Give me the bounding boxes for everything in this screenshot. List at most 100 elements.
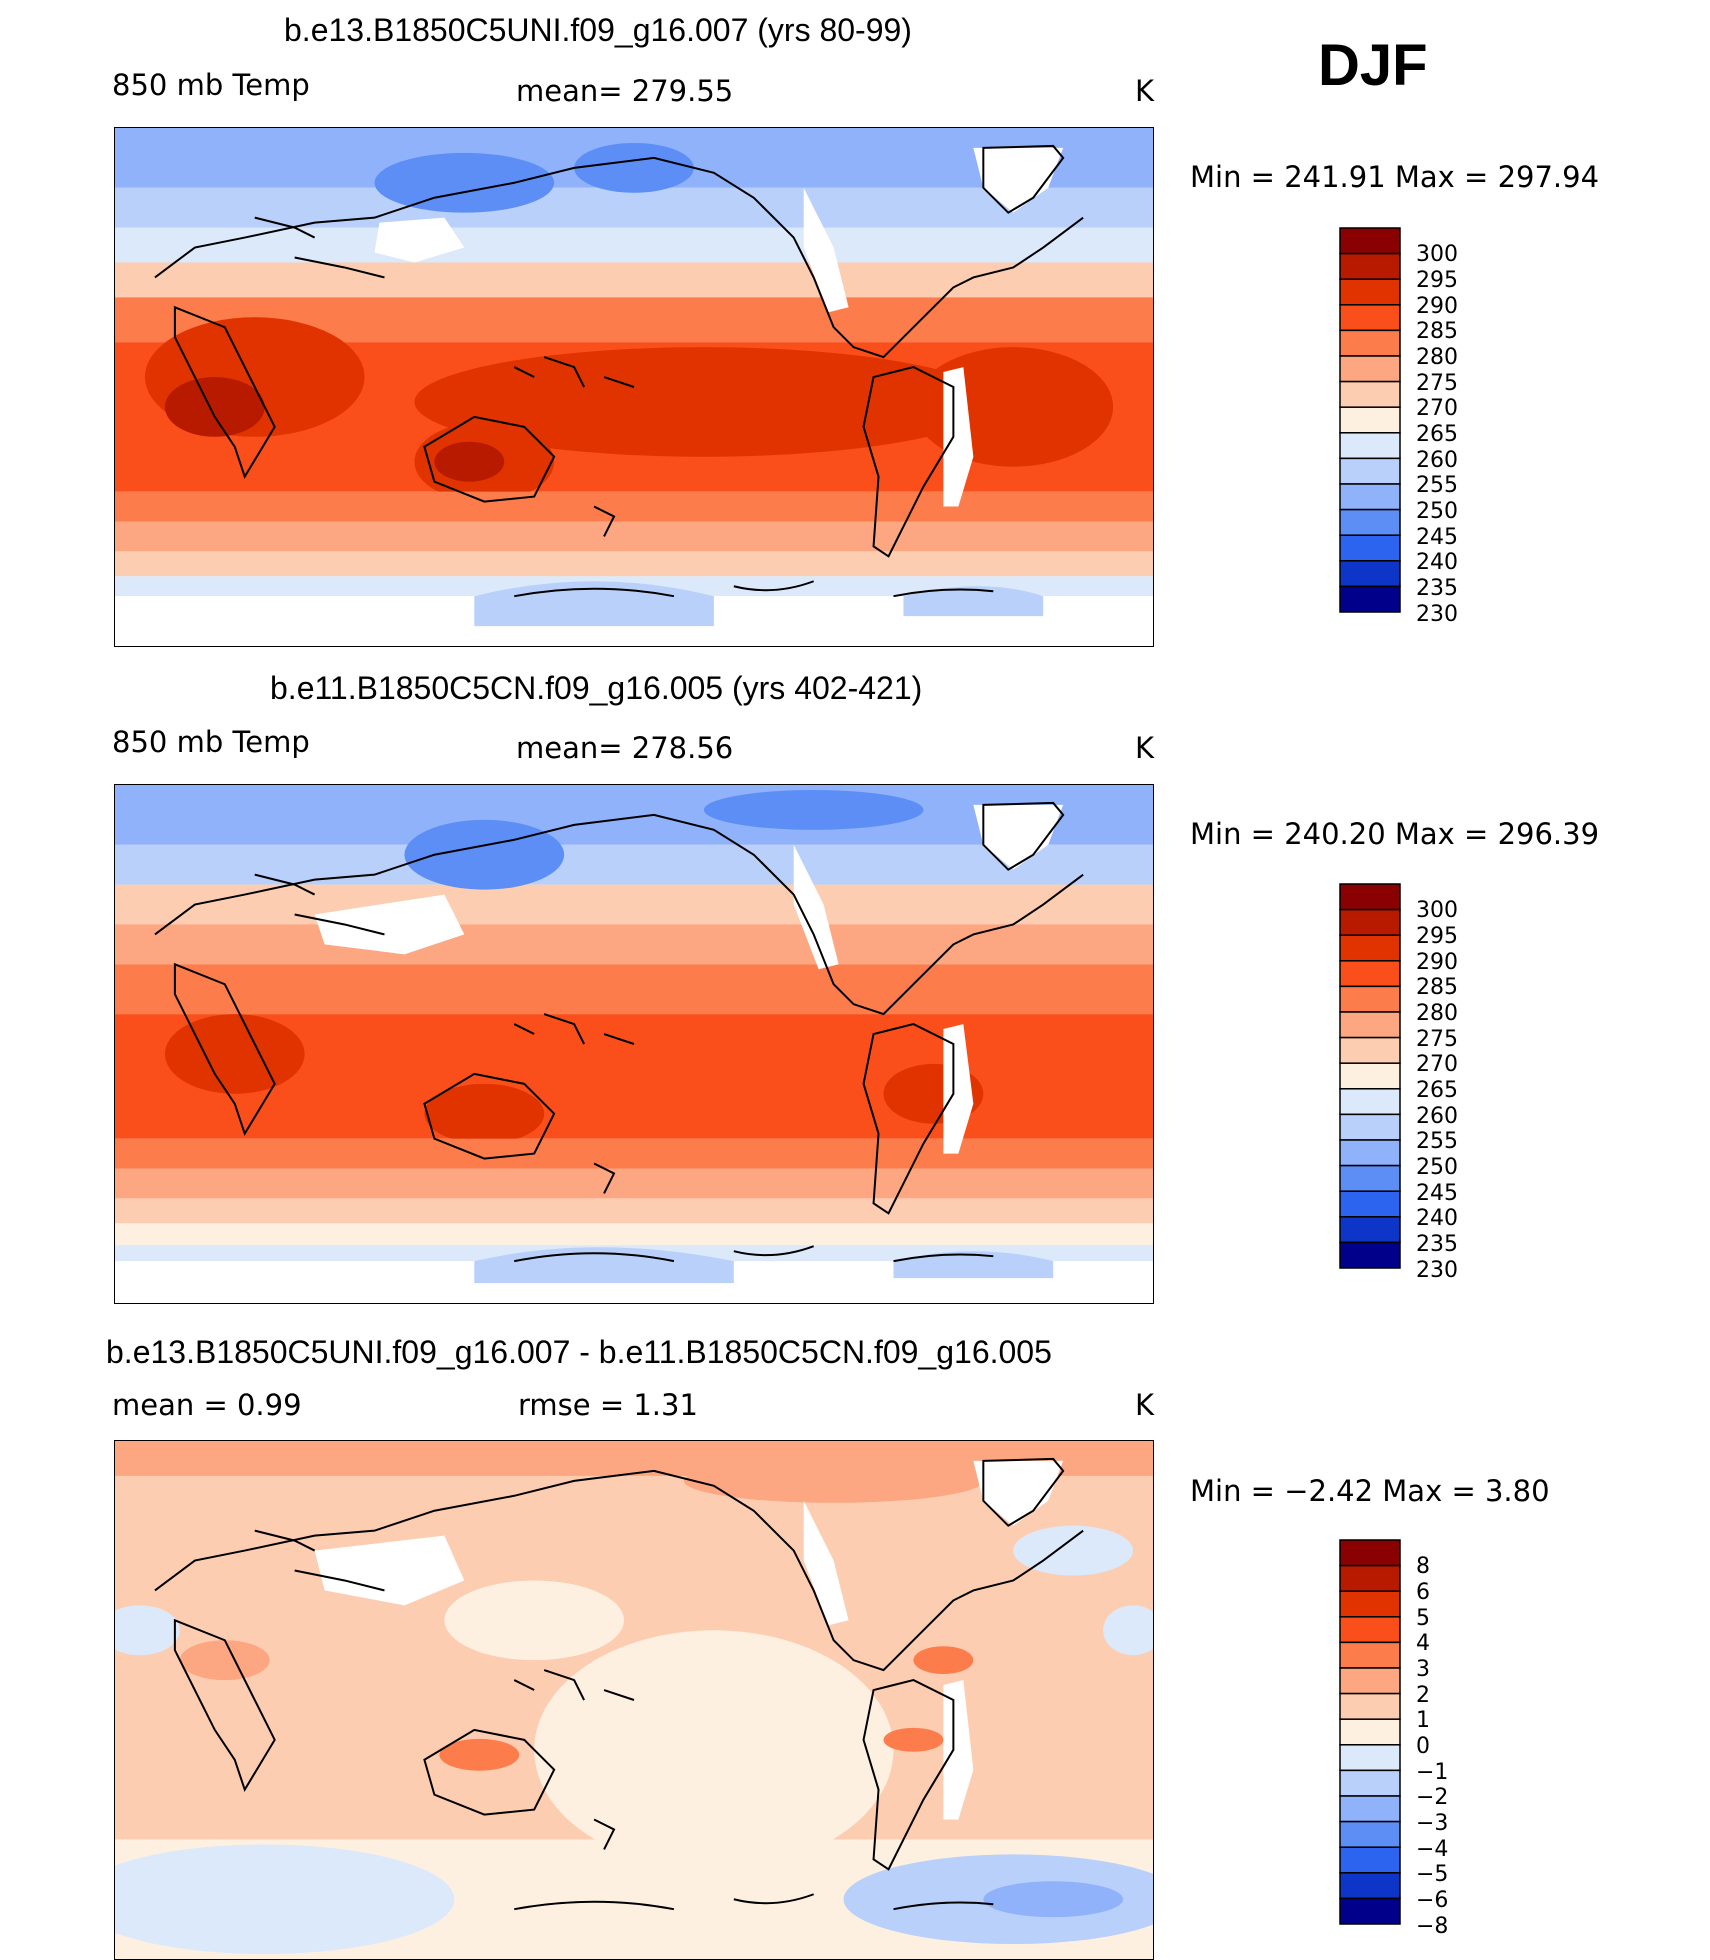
colorbar-swatch — [1339, 457, 1401, 485]
cbar-label: −8 — [1416, 1914, 1449, 1939]
panel2-mean: mean= 278.56 — [516, 731, 734, 765]
cbar-label: 255 — [1416, 1129, 1458, 1154]
cbar-label: 255 — [1416, 473, 1458, 498]
panel2-minmax: Min = 240.20 Max = 296.39 — [1190, 817, 1600, 851]
cbar-label: 275 — [1416, 1027, 1458, 1052]
colorbar-swatch — [1339, 1088, 1401, 1116]
cbar-label: 295 — [1416, 924, 1458, 949]
cbar-label: 285 — [1416, 319, 1458, 344]
colorbar-swatch — [1339, 227, 1401, 255]
colorbar-swatch — [1339, 1590, 1401, 1618]
panel1-title: b.e13.B1850C5UNI.f09_g16.007 (yrs 80-99) — [284, 12, 912, 48]
colorbar-swatch — [1339, 1241, 1401, 1269]
season-label: DJF — [1318, 33, 1428, 98]
cbar-label: 245 — [1416, 1181, 1458, 1206]
panel1-map — [114, 127, 1154, 647]
cbar-label: 6 — [1416, 1580, 1430, 1605]
panel3-units: K — [1135, 1388, 1155, 1422]
colorbar-swatch — [1339, 585, 1401, 613]
colorbar-swatch — [1339, 1641, 1401, 1669]
cbar-label: −5 — [1416, 1862, 1449, 1887]
cbar-label: 290 — [1416, 950, 1458, 975]
cbar-label: 280 — [1416, 1001, 1458, 1026]
panel1-units: K — [1135, 74, 1155, 108]
colorbar-swatch — [1339, 329, 1401, 357]
panel1-minmax: Min = 241.91 Max = 297.94 — [1190, 160, 1600, 194]
colorbar-swatch — [1339, 1820, 1401, 1848]
colorbar-swatch — [1339, 1539, 1401, 1567]
cbar-label: 300 — [1416, 898, 1458, 923]
colorbar-swatch — [1339, 406, 1401, 434]
colorbar-swatch — [1339, 252, 1401, 280]
panel1-mean: mean= 279.55 — [516, 74, 734, 108]
colorbar-swatch — [1339, 1667, 1401, 1695]
colorbar-swatch — [1339, 483, 1401, 511]
panel2-map — [114, 784, 1154, 1304]
panel3-map — [114, 1440, 1154, 1960]
cbar-label: 245 — [1416, 525, 1458, 550]
colorbar-swatch — [1339, 908, 1401, 936]
colorbar-swatch — [1339, 432, 1401, 460]
colorbar-swatch — [1339, 1718, 1401, 1746]
colorbar-swatch — [1339, 380, 1401, 408]
colorbar-swatch — [1339, 560, 1401, 588]
cbar-label: 5 — [1416, 1606, 1430, 1631]
panel3-mean: mean = 0.99 — [112, 1388, 302, 1422]
colorbar-swatch — [1339, 1062, 1401, 1090]
cbar-label: 285 — [1416, 975, 1458, 1000]
colorbar-swatch — [1339, 1036, 1401, 1064]
cbar-label: −1 — [1416, 1760, 1449, 1785]
cbar-label: −4 — [1416, 1837, 1449, 1862]
colorbar-swatch — [1339, 1616, 1401, 1644]
cbar-label: 230 — [1416, 1258, 1458, 1283]
cbar-label: 280 — [1416, 345, 1458, 370]
cbar-label: 275 — [1416, 371, 1458, 396]
colorbar-swatch — [1339, 1795, 1401, 1823]
cbar-label: 265 — [1416, 422, 1458, 447]
cbar-label: 290 — [1416, 294, 1458, 319]
cbar-label: 270 — [1416, 1052, 1458, 1077]
cbar-label: 265 — [1416, 1078, 1458, 1103]
panel2-colorbar-swatches — [1339, 883, 1401, 1269]
cbar-label: 1 — [1416, 1708, 1430, 1733]
cbar-label: −6 — [1416, 1888, 1449, 1913]
colorbar-swatch — [1339, 1692, 1401, 1720]
cbar-label: 230 — [1416, 602, 1458, 627]
colorbar-swatch — [1339, 960, 1401, 988]
cbar-label: 240 — [1416, 550, 1458, 575]
colorbar-swatch — [1339, 1769, 1401, 1797]
colorbar-swatch — [1339, 1164, 1401, 1192]
panel2-variable: 850 mb Temp — [112, 725, 310, 759]
panel2-colorbar — [1339, 883, 1401, 1296]
panel1-variable: 850 mb Temp — [112, 68, 310, 102]
colorbar-swatch — [1339, 534, 1401, 562]
colorbar-swatch — [1339, 1897, 1401, 1925]
colorbar-swatch — [1339, 1216, 1401, 1244]
cbar-label: 0 — [1416, 1734, 1430, 1759]
cbar-label: 240 — [1416, 1206, 1458, 1231]
colorbar-swatch — [1339, 1139, 1401, 1167]
colorbar-swatch — [1339, 1564, 1401, 1592]
panel1-colorbar-swatches — [1339, 227, 1401, 613]
cbar-label: 4 — [1416, 1631, 1430, 1656]
cbar-label: 2 — [1416, 1683, 1430, 1708]
panel1-colorbar — [1339, 227, 1401, 640]
cbar-label: 300 — [1416, 242, 1458, 267]
colorbar-swatch — [1339, 1846, 1401, 1874]
cbar-label: 250 — [1416, 1155, 1458, 1180]
cbar-label: 270 — [1416, 396, 1458, 421]
colorbar-swatch — [1339, 1190, 1401, 1218]
panel3-colorbar-swatches — [1339, 1539, 1401, 1925]
cbar-label: 235 — [1416, 576, 1458, 601]
cbar-label: 260 — [1416, 1104, 1458, 1129]
cbar-label: −2 — [1416, 1785, 1449, 1810]
cbar-label: 295 — [1416, 268, 1458, 293]
colorbar-swatch — [1339, 355, 1401, 383]
colorbar-swatch — [1339, 934, 1401, 962]
panel3-rmse: rmse = 1.31 — [518, 1388, 698, 1422]
cbar-label: 3 — [1416, 1657, 1430, 1682]
panel2-title: b.e11.B1850C5CN.f09_g16.005 (yrs 402-421… — [270, 670, 923, 706]
colorbar-swatch — [1339, 508, 1401, 536]
colorbar-swatch — [1339, 1872, 1401, 1900]
colorbar-swatch — [1339, 1011, 1401, 1039]
